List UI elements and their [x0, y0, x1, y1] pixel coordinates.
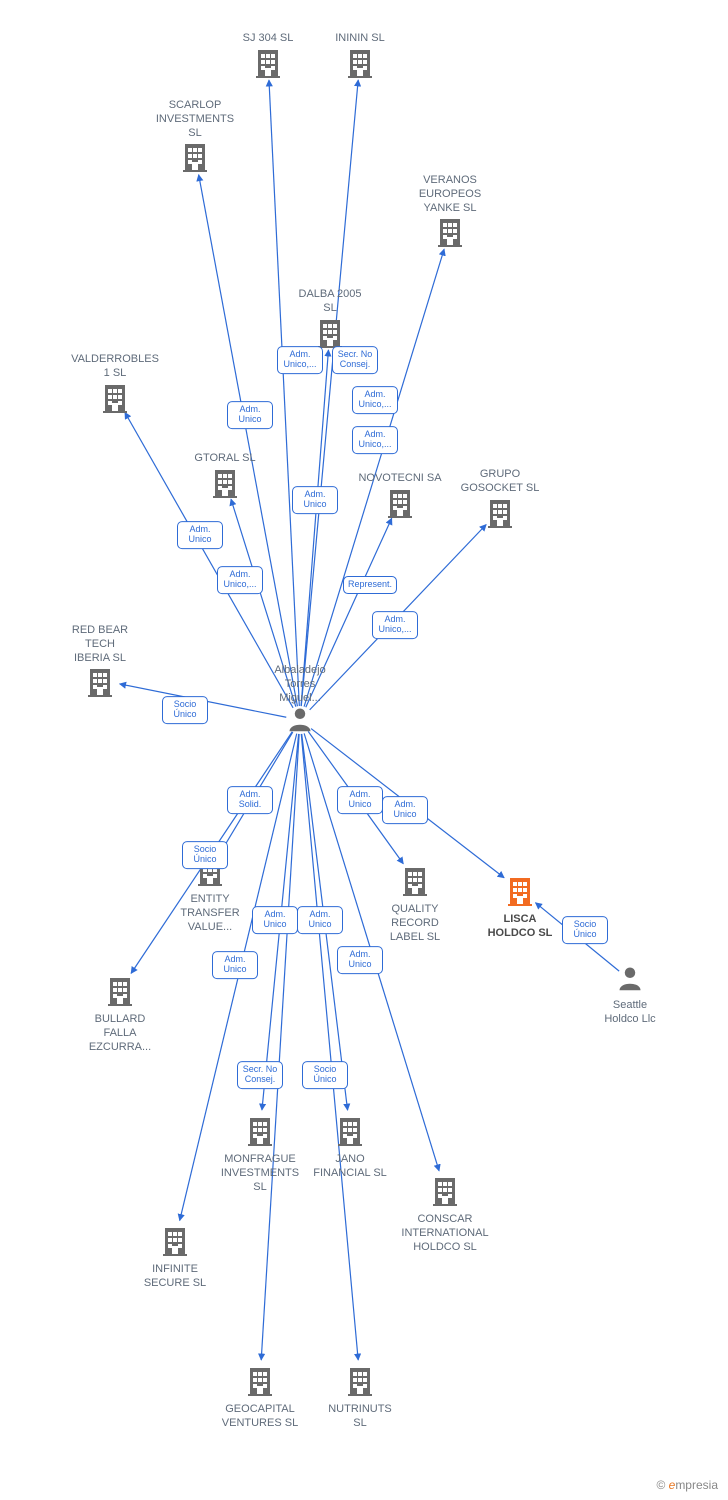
copyright-symbol: ©	[656, 1478, 668, 1492]
edge-label: Adm. Unico	[337, 786, 383, 814]
node-label: SCARLOP INVESTMENTS SL	[135, 99, 255, 140]
edge-label: Adm. Unico,...	[277, 346, 323, 374]
edge-label: Represent.	[343, 576, 397, 594]
node-gosocket[interactable]: GRUPO GOSOCKET SL	[440, 466, 560, 533]
edge-label: Adm. Unico	[292, 486, 338, 514]
node-jano[interactable]: JANO FINANCIAL SL	[290, 1114, 410, 1181]
node-conscar[interactable]: CONSCAR INTERNATIONAL HOLDCO SL	[385, 1174, 505, 1254]
node-gtoral[interactable]: GTORAL SL	[165, 450, 285, 503]
node-ininin[interactable]: INININ SL	[300, 30, 420, 83]
node-label: VERANOS EUROPEOS YANKE SL	[390, 174, 510, 215]
edge-label: Secr. No Consej.	[332, 346, 378, 374]
node-person[interactable]: Albaladejo Torres Miguel...	[240, 662, 360, 738]
edge-line	[301, 734, 358, 1360]
edge-label: Adm. Unico	[252, 906, 298, 934]
edge-label: Adm. Unico	[212, 951, 258, 979]
node-nutrinuts[interactable]: NUTRINUTS SL	[300, 1364, 420, 1431]
node-seattle[interactable]: Seattle Holdco Llc	[570, 964, 690, 1027]
person-icon	[616, 964, 644, 997]
edge-label: Adm. Solid.	[227, 786, 273, 814]
node-veranos[interactable]: VERANOS EUROPEOS YANKE SL	[390, 172, 510, 252]
brand-rest: mpresia	[675, 1478, 718, 1492]
building-icon	[429, 1174, 461, 1211]
edge-line	[269, 80, 299, 706]
building-icon	[99, 381, 131, 418]
person-icon	[286, 705, 314, 738]
edge-line	[301, 80, 358, 706]
edge-line	[261, 734, 299, 1360]
node-scarlop[interactable]: SCARLOP INVESTMENTS SL	[135, 97, 255, 177]
building-icon	[434, 215, 466, 252]
edge-label: Adm. Unico	[297, 906, 343, 934]
building-icon	[344, 46, 376, 83]
node-quality[interactable]: QUALITY RECORD LABEL SL	[355, 864, 475, 944]
building-icon	[504, 874, 536, 911]
node-label: BULLARD FALLA EZCURRA...	[60, 1013, 180, 1054]
building-icon	[179, 140, 211, 177]
node-label: VALDERROBLES 1 SL	[55, 353, 175, 381]
edge-label: Adm. Unico	[337, 946, 383, 974]
node-label: INININ SL	[300, 32, 420, 46]
node-label: DALBA 2005 SL	[270, 288, 390, 316]
building-icon	[252, 46, 284, 83]
building-icon	[399, 864, 431, 901]
edge-label: Socio Único	[302, 1061, 348, 1089]
edges-layer	[0, 0, 728, 1500]
building-icon	[209, 466, 241, 503]
node-label: INFINITE SECURE SL	[115, 1263, 235, 1291]
node-infinite[interactable]: INFINITE SECURE SL	[115, 1224, 235, 1291]
node-dalba[interactable]: DALBA 2005 SL	[270, 286, 390, 353]
edge-label: Adm. Unico	[177, 521, 223, 549]
building-icon	[104, 974, 136, 1011]
node-redbear[interactable]: RED BEAR TECH IBERIA SL	[40, 622, 160, 702]
building-icon	[334, 1114, 366, 1151]
copyright: © empresia	[656, 1478, 718, 1492]
building-icon	[344, 1364, 376, 1401]
node-label: QUALITY RECORD LABEL SL	[355, 903, 475, 944]
edge-label: Adm. Unico	[227, 401, 273, 429]
building-icon	[84, 665, 116, 702]
node-label: RED BEAR TECH IBERIA SL	[40, 624, 160, 665]
edge-label: Socio Único	[562, 916, 608, 944]
node-label: Albaladejo Torres Miguel...	[240, 664, 360, 705]
node-bullard[interactable]: BULLARD FALLA EZCURRA...	[60, 974, 180, 1054]
node-label: CONSCAR INTERNATIONAL HOLDCO SL	[385, 1213, 505, 1254]
edge-label: Secr. No Consej.	[237, 1061, 283, 1089]
node-valderrobles[interactable]: VALDERROBLES 1 SL	[55, 351, 175, 418]
edge-label: Socio Único	[182, 841, 228, 869]
building-icon	[384, 486, 416, 523]
edge-label: Adm. Unico,...	[217, 566, 263, 594]
edge-line	[199, 175, 298, 707]
edge-label: Socio Único	[162, 696, 208, 724]
edge-line	[301, 350, 328, 706]
building-icon	[159, 1224, 191, 1261]
edge-label: Adm. Unico	[382, 796, 428, 824]
building-icon	[484, 496, 516, 533]
building-icon	[244, 1364, 276, 1401]
node-label: GRUPO GOSOCKET SL	[440, 468, 560, 496]
edge-label: Adm. Unico,...	[352, 426, 398, 454]
edge-label: Adm. Unico,...	[372, 611, 418, 639]
edge-label: Adm. Unico,...	[352, 386, 398, 414]
node-label: NUTRINUTS SL	[300, 1403, 420, 1431]
building-icon	[244, 1114, 276, 1151]
node-label: GTORAL SL	[165, 452, 285, 466]
node-label: Seattle Holdco Llc	[570, 999, 690, 1027]
